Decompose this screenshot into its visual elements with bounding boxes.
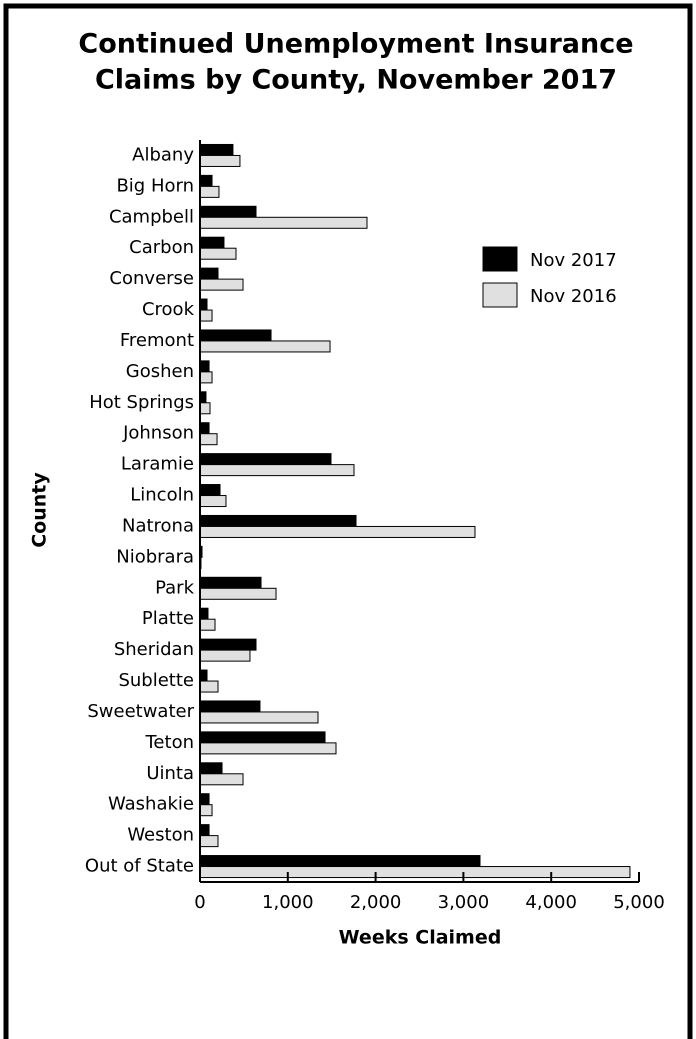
y-tick-label: Weston [127,825,194,846]
y-tick-label: Goshen [126,361,194,382]
y-tick-label: Big Horn [116,175,194,196]
y-tick-label: Hot Springs [89,392,194,413]
bar [199,464,355,477]
bar [199,422,210,435]
legend-swatch [482,282,518,308]
bar [199,576,262,589]
bar [199,793,210,806]
y-tick-label: Sweetwater [87,701,194,722]
y-tick-label: Crook [142,299,195,320]
frame [3,3,693,1039]
x-tick-label: 0 [194,892,205,913]
y-axis-label: County [29,472,51,548]
y-tick-label: Lincoln [130,485,194,506]
y-tick-label: Carbon [129,237,194,258]
bar [199,618,216,631]
bar [199,773,244,786]
bar [199,700,261,713]
bar [199,762,223,775]
bar [199,514,357,527]
bar [199,453,332,466]
bar [199,329,272,342]
legend-label: Nov 2016 [530,286,617,307]
legend-swatch [482,246,518,272]
y-tick-label: Sheridan [114,639,194,660]
chart-title: Continued Unemployment Insurance [78,29,633,60]
bar [199,216,368,229]
y-tick-label: Uinta [146,763,194,784]
bar [199,607,209,620]
y-tick-label: Converse [109,268,194,289]
bar [199,711,319,724]
bar [199,638,257,651]
x-axis-label: Weeks Claimed [339,927,502,949]
bar [199,669,208,682]
y-tick-label: Park [155,577,194,598]
y-tick-label: Laramie [121,454,194,475]
y-tick-label: Out of State [85,856,194,877]
bar [199,525,476,538]
y-tick-label: Fremont [120,330,194,351]
bar [199,298,208,311]
x-tick-label: 1,000 [262,892,314,913]
bar [199,433,218,446]
bar [199,143,234,156]
y-tick-label: Niobrara [116,546,194,567]
bar [199,731,326,744]
bar [199,185,220,198]
bar [199,267,219,280]
bar [199,371,213,384]
bar [199,835,219,848]
x-tick-label: 5,000 [613,892,665,913]
y-tick-label: Natrona [122,515,194,536]
bar [199,484,221,497]
y-tick-label: Sublette [118,670,194,691]
bar [199,680,219,693]
y-tick-label: Albany [132,144,194,165]
bar [199,278,244,291]
x-tick-label: 3,000 [438,892,490,913]
bar [199,649,251,662]
chart-title: Claims by County, November 2017 [95,65,617,96]
bar [199,587,277,600]
bar [199,247,237,260]
y-tick-label: Johnson [122,423,194,444]
bar [199,866,631,879]
y-tick-label: Campbell [109,206,194,227]
y-tick-label: Washakie [108,794,194,815]
bar [199,236,225,249]
y-tick-label: Platte [142,608,194,629]
bar [199,495,227,508]
bar [199,174,213,187]
bar [199,804,213,817]
y-tick-label: Teton [145,732,195,753]
x-tick-label: 2,000 [350,892,402,913]
bar [199,360,210,373]
bar [199,855,481,868]
bar [199,309,213,322]
bar [199,402,211,415]
bar [199,154,241,167]
legend-label: Nov 2017 [530,250,617,271]
bar [199,205,257,218]
x-tick-label: 4,000 [525,892,577,913]
bar [199,340,331,353]
bar [199,742,337,755]
bar [199,824,210,837]
